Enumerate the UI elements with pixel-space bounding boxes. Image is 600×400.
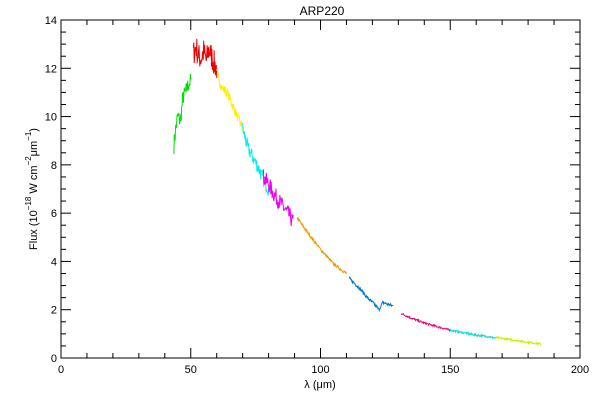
- series-segment-5: [262, 169, 294, 226]
- series-segment-8: [400, 312, 451, 332]
- series-segment-7: [348, 276, 394, 313]
- series-segment-6: [296, 216, 347, 274]
- y-label-close: ): [28, 128, 40, 132]
- y-axis-label: Flux (10−18 W cm−2μm−1): [24, 128, 40, 250]
- axis-ticks: [60, 19, 581, 359]
- x-tick-label: 100: [311, 364, 329, 376]
- y-tick-label: 10: [45, 112, 57, 124]
- y-label-exp1: −18: [24, 196, 33, 210]
- y-tick-label: 8: [51, 160, 57, 172]
- series-segment-10: [495, 335, 542, 346]
- y-label-flux: Flux (10: [28, 210, 40, 250]
- y-tick-labels: 0 2 4 6 8 10 12 14: [45, 15, 57, 365]
- spectrum-series: [173, 38, 542, 346]
- y-tick-label: 6: [51, 208, 57, 220]
- y-label-mu: μm: [28, 141, 40, 157]
- series-segment-4: [242, 122, 270, 196]
- x-tick-labels: 0 50 100 150 200: [58, 364, 589, 376]
- x-tick-label: 50: [185, 364, 197, 376]
- plot-frame: [60, 19, 581, 359]
- x-tick-label: 0: [58, 364, 64, 376]
- y-tick-label: 0: [51, 353, 57, 365]
- y-label-unit-w: W cm: [28, 165, 40, 196]
- x-tick-label: 150: [441, 364, 459, 376]
- y-tick-label: 2: [51, 305, 57, 317]
- y-label-exp2: −2: [24, 156, 33, 166]
- y-tick-label: 14: [45, 15, 57, 27]
- series-segment-9: [449, 327, 497, 339]
- y-tick-label: 4: [51, 256, 57, 268]
- chart-title: ARP220: [300, 4, 345, 18]
- x-axis-label: λ (μm): [304, 379, 335, 391]
- x-tick-label: 200: [571, 364, 589, 376]
- series-segment-2: [192, 38, 218, 78]
- series-segment-3: [216, 68, 244, 132]
- y-label-exp3: −1: [24, 131, 33, 141]
- series-segment-1: [173, 73, 192, 155]
- y-tick-label: 12: [45, 63, 57, 75]
